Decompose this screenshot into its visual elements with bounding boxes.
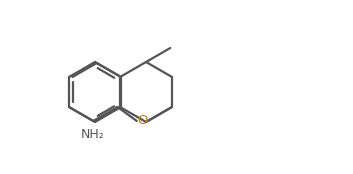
Text: O: O <box>138 114 148 128</box>
Text: NH₂: NH₂ <box>80 128 104 141</box>
